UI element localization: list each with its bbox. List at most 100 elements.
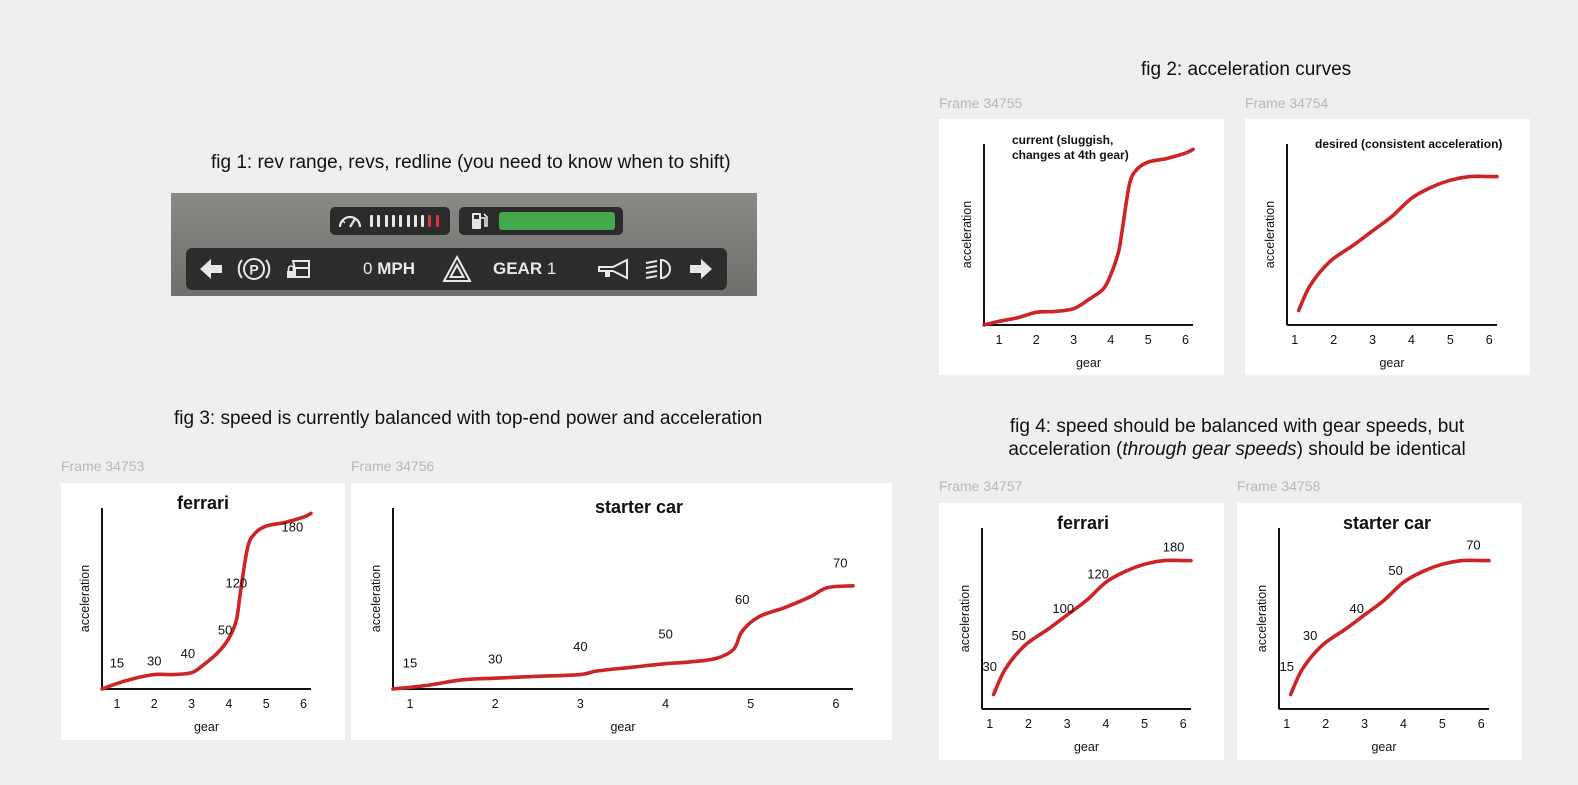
x-axis-label: gear — [1076, 356, 1101, 370]
y-axis-label: acceleration — [958, 585, 972, 652]
point-label: 40 — [573, 639, 587, 654]
point-label: 50 — [1388, 563, 1402, 578]
fig4-caption-pre: acceleration ( — [1008, 439, 1123, 460]
parking-brake-icon[interactable]: P — [237, 255, 271, 283]
point-label: 60 — [735, 592, 749, 607]
frame-label-34755: Frame 34755 — [939, 95, 1023, 111]
x-tick-label: 3 — [577, 697, 584, 711]
gear-value: 1 — [546, 259, 557, 278]
point-label: 15 — [110, 655, 124, 670]
rev-segment — [421, 215, 425, 227]
point-label: 40 — [181, 646, 195, 661]
x-axis-label: gear — [610, 720, 635, 734]
x-tick-label: 4 — [1408, 333, 1415, 347]
frame-label-34753: Frame 34753 — [61, 458, 145, 474]
x-tick-label: 1 — [995, 333, 1002, 347]
fuel-bar-track — [499, 212, 615, 230]
x-tick-label: 2 — [1330, 333, 1337, 347]
headlight-icon[interactable] — [643, 257, 675, 281]
x-tick-label: 2 — [1322, 717, 1329, 731]
chart-title: starter car — [595, 497, 683, 517]
x-tick-label: 1 — [986, 717, 993, 731]
point-label: 50 — [1012, 628, 1026, 643]
y-axis-label: acceleration — [1263, 201, 1277, 268]
x-tick-label: 2 — [151, 697, 158, 711]
hud-main-bar: P 0 MPH GEAR 1 — [186, 248, 727, 290]
fig3-caption: fig 3: speed is currently balanced with … — [174, 408, 763, 429]
rev-meter — [330, 207, 450, 235]
x-tick-label: 6 — [1478, 717, 1485, 731]
rev-bar-segments — [370, 215, 444, 227]
frame-label-34756: Frame 34756 — [351, 458, 435, 474]
point-label: 15 — [403, 655, 417, 670]
chart-ferrari-4-card: 1 2 3 4 5 6 gear acceleration ferrari 30 50 100 120 1… — [939, 503, 1224, 760]
chart-ferrari-3-card: 1 2 3 4 5 6 gear acceleration ferrari 15 30 40 50 120… — [61, 483, 345, 740]
x-tick-label: 5 — [1141, 717, 1148, 731]
tachometer-icon — [338, 215, 362, 228]
point-label: 100 — [1052, 601, 1074, 616]
rev-segment — [377, 215, 381, 227]
chart-desired-card: 1 2 3 4 5 6 gear acceleration desired (consisten… — [1245, 119, 1530, 375]
y-axis-label: acceleration — [78, 565, 92, 632]
door-lock-icon[interactable] — [285, 257, 313, 281]
point-label: 120 — [1087, 567, 1109, 582]
point-label: 40 — [1350, 601, 1364, 616]
chart-starter-4-card: 1 2 3 4 5 6 gear acceleration starter car 15 30 40 5… — [1237, 503, 1522, 760]
x-tick-label: 5 — [1439, 717, 1446, 731]
chart-ferrari-4: 1 2 3 4 5 6 gear acceleration ferrari 30 50 100 120 1… — [958, 513, 1193, 754]
point-label: 30 — [983, 659, 997, 674]
speed-readout: 0 MPH — [363, 259, 415, 279]
series-line — [1288, 558, 1491, 697]
chart-annotation: desired (consistent acceleration) — [1315, 137, 1502, 151]
rev-segment — [399, 215, 403, 227]
series-line — [100, 511, 313, 691]
x-tick-label: 6 — [1180, 717, 1187, 731]
x-tick-label: 4 — [1400, 717, 1407, 731]
x-tick-label: 4 — [1102, 717, 1109, 731]
speed-value: 0 — [363, 259, 373, 278]
hazard-icon[interactable] — [442, 255, 472, 283]
point-label: 30 — [1303, 628, 1317, 643]
x-axis-label: gear — [1074, 740, 1099, 754]
horn-icon[interactable] — [597, 258, 631, 280]
x-tick-label: 5 — [747, 697, 754, 711]
x-tick-label: 5 — [263, 697, 270, 711]
chart-starter-3-card: 1 2 3 4 5 6 gear acceleration starter car 15 30 40 5… — [351, 483, 892, 740]
fig4-caption-line1: fig 4: speed should be balanced with gea… — [1009, 416, 1465, 437]
y-axis-label: acceleration — [1255, 585, 1269, 652]
chart-current: 1 2 3 4 5 6 gear acceleration current (sluggish,… — [960, 133, 1195, 370]
x-tick-label: 1 — [113, 697, 120, 711]
chart-annotation: current (sluggish, — [1012, 133, 1113, 147]
x-tick-label: 2 — [1033, 333, 1040, 347]
x-tick-label: 3 — [1361, 717, 1368, 731]
fig1-caption: fig 1: rev range, revs, redline (you nee… — [211, 152, 731, 173]
series-line — [391, 584, 855, 691]
point-label: 70 — [1466, 538, 1480, 553]
x-axis-label: gear — [1379, 356, 1404, 370]
chart-annotation: changes at 4th gear) — [1012, 148, 1129, 162]
rev-segment — [435, 215, 439, 227]
point-label: 180 — [1163, 540, 1185, 555]
x-tick-label: 4 — [662, 697, 669, 711]
chart-current-card: 1 2 3 4 5 6 gear acceleration current (sluggish,… — [939, 119, 1224, 375]
arrow-left-icon[interactable] — [198, 257, 224, 281]
x-tick-label: 5 — [1145, 333, 1152, 347]
series-line — [982, 147, 1195, 327]
fuel-pump-icon — [472, 213, 488, 229]
point-label: 50 — [218, 623, 232, 638]
speed-unit: MPH — [372, 259, 415, 278]
x-tick-label: 1 — [407, 697, 414, 711]
point-label: 70 — [833, 556, 847, 571]
x-tick-label: 2 — [1025, 717, 1032, 731]
arrow-right-icon[interactable] — [688, 257, 714, 281]
gear-label: GEAR — [493, 259, 547, 278]
gear-readout: GEAR 1 — [493, 259, 556, 279]
x-tick-label: 6 — [832, 697, 839, 711]
frame-label-34758: Frame 34758 — [1237, 478, 1321, 494]
fig4-caption-post: ) should be identical — [1296, 439, 1466, 460]
fig4-caption: fig 4: speed should be balanced with gea… — [1001, 415, 1473, 461]
x-tick-label: 2 — [492, 697, 499, 711]
rev-segment — [428, 215, 432, 227]
chart-desired: 1 2 3 4 5 6 gear acceleration desired (consisten… — [1263, 137, 1502, 370]
rev-segment — [391, 215, 395, 227]
